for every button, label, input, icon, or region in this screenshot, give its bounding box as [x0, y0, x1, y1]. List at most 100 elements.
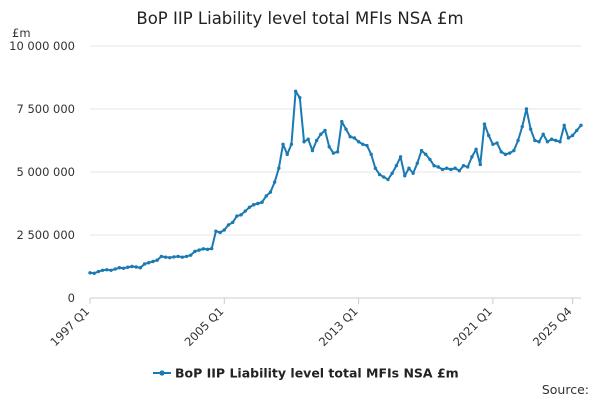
data-point[interactable] — [411, 171, 415, 175]
data-point[interactable] — [520, 124, 524, 129]
data-point[interactable] — [218, 230, 222, 235]
data-point[interactable] — [138, 266, 143, 270]
data-point[interactable] — [340, 119, 344, 124]
data-point[interactable] — [100, 268, 105, 272]
data-point[interactable] — [256, 201, 260, 206]
data-point[interactable] — [390, 171, 394, 175]
data-point[interactable] — [449, 167, 453, 172]
data-point[interactable] — [436, 165, 441, 169]
data-point[interactable] — [398, 155, 403, 159]
data-point[interactable] — [419, 148, 424, 153]
data-point[interactable] — [331, 151, 336, 155]
data-point[interactable] — [117, 266, 122, 270]
data-point[interactable] — [159, 254, 164, 259]
data-point[interactable] — [109, 268, 113, 272]
data-point[interactable] — [407, 166, 411, 170]
data-point[interactable] — [105, 268, 109, 272]
data-point[interactable] — [570, 133, 575, 138]
data-point[interactable] — [96, 269, 101, 274]
data-point[interactable] — [121, 266, 126, 270]
data-point[interactable] — [210, 246, 214, 251]
data-point[interactable] — [168, 255, 172, 260]
data-point[interactable] — [184, 254, 189, 259]
data-point[interactable] — [558, 140, 562, 144]
data-point[interactable] — [293, 89, 298, 94]
data-point[interactable] — [92, 271, 96, 276]
data-point[interactable] — [465, 165, 470, 169]
data-point[interactable] — [424, 152, 428, 157]
data-point[interactable] — [377, 172, 382, 177]
data-point[interactable] — [176, 254, 180, 259]
data-point[interactable] — [214, 229, 218, 233]
data-point[interactable] — [499, 150, 503, 154]
data-point[interactable] — [335, 150, 340, 154]
data-point[interactable] — [205, 247, 210, 252]
data-point[interactable] — [88, 271, 92, 275]
data-point[interactable] — [134, 265, 138, 269]
data-point[interactable] — [461, 164, 466, 168]
data-point[interactable] — [344, 127, 348, 131]
data-point[interactable] — [554, 138, 558, 143]
data-point[interactable] — [445, 166, 449, 170]
data-point[interactable] — [247, 205, 252, 209]
data-point[interactable] — [264, 194, 268, 198]
data-point[interactable] — [113, 267, 117, 271]
data-point[interactable] — [428, 157, 432, 162]
data-point[interactable] — [163, 255, 168, 259]
data-point[interactable] — [172, 255, 176, 259]
data-point[interactable] — [222, 228, 226, 232]
data-point[interactable] — [277, 166, 281, 170]
data-point[interactable] — [302, 140, 306, 144]
data-point[interactable] — [566, 136, 571, 140]
data-point[interactable] — [310, 148, 315, 153]
data-point[interactable] — [545, 140, 550, 144]
data-point[interactable] — [298, 95, 302, 100]
data-point[interactable] — [537, 140, 541, 144]
data-point[interactable] — [369, 152, 373, 157]
data-point[interactable] — [201, 247, 206, 251]
data-point[interactable] — [579, 123, 583, 128]
data-point[interactable] — [415, 161, 420, 165]
data-point[interactable] — [528, 127, 533, 131]
data-point[interactable] — [533, 138, 537, 143]
data-point[interactable] — [323, 128, 327, 133]
data-point[interactable] — [432, 164, 436, 168]
data-point[interactable] — [491, 142, 495, 146]
data-point[interactable] — [382, 175, 386, 179]
data-point[interactable] — [319, 132, 323, 136]
data-point[interactable] — [130, 264, 134, 269]
data-point[interactable] — [348, 135, 352, 139]
data-point[interactable] — [126, 265, 130, 269]
data-point[interactable] — [243, 209, 247, 213]
data-point[interactable] — [440, 167, 445, 172]
data-point[interactable] — [516, 138, 520, 143]
data-point[interactable] — [142, 262, 147, 266]
data-point[interactable] — [507, 151, 512, 155]
data-point[interactable] — [386, 177, 390, 182]
data-point[interactable] — [306, 137, 310, 141]
data-point[interactable] — [356, 140, 361, 144]
data-point[interactable] — [352, 136, 357, 140]
data-point[interactable] — [503, 152, 508, 157]
data-point[interactable] — [457, 169, 461, 173]
data-point[interactable] — [495, 141, 499, 145]
data-point[interactable] — [155, 258, 159, 262]
data-point[interactable] — [189, 253, 193, 257]
data-point[interactable] — [486, 133, 491, 138]
data-point[interactable] — [478, 162, 482, 167]
data-point[interactable] — [251, 203, 256, 207]
data-point[interactable] — [151, 259, 155, 264]
legend[interactable]: BoP IIP Liability level total MFIs NSA £… — [153, 366, 459, 381]
data-point[interactable] — [549, 137, 554, 141]
data-point[interactable] — [281, 142, 285, 146]
data-point[interactable] — [260, 200, 264, 204]
data-point[interactable] — [524, 107, 529, 111]
data-point[interactable] — [562, 123, 566, 128]
data-point[interactable] — [314, 138, 319, 143]
data-point[interactable] — [575, 128, 579, 133]
data-point[interactable] — [453, 166, 457, 170]
data-point[interactable] — [197, 248, 201, 252]
data-point[interactable] — [403, 174, 407, 178]
data-point[interactable] — [193, 249, 197, 254]
data-point[interactable] — [541, 132, 545, 136]
